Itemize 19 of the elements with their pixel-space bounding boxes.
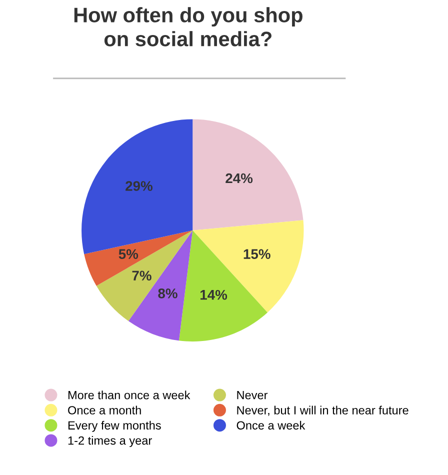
pie-slice — [192, 119, 304, 230]
legend-label: More than once a week — [68, 390, 190, 400]
legend-label: Every few months — [68, 420, 161, 432]
data-label: 7% — [132, 270, 152, 280]
pie-slice — [192, 220, 304, 312]
chart-title: How often do you shop on social media? — [74, 7, 302, 46]
legend-label: 1-2 times a year — [68, 436, 152, 448]
pie-slice — [84, 230, 193, 286]
data-label: 24% — [226, 173, 253, 184]
data-label: 15% — [244, 249, 270, 259]
legend-label: Once a month — [68, 406, 141, 414]
data-label: 5% — [118, 249, 138, 259]
data-label: 29% — [126, 181, 153, 191]
legend-label: Never, but I will in the near future — [237, 406, 408, 416]
legend-label: Once a week — [236, 420, 306, 430]
data-label: 14% — [200, 290, 228, 300]
legend-label: Never — [237, 391, 268, 400]
data-label: 8% — [158, 288, 178, 298]
pie-slice — [96, 230, 193, 322]
